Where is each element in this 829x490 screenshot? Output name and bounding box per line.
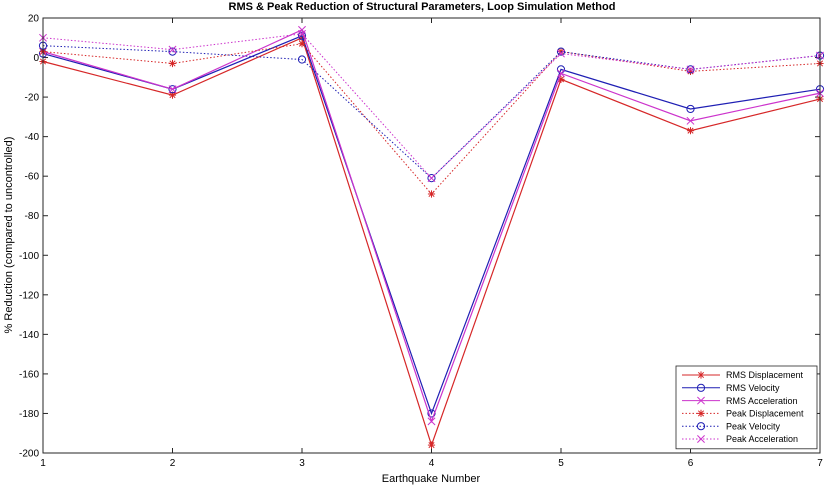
y-tick-label: 0: [33, 53, 39, 64]
y-tick-label: -20: [25, 93, 40, 104]
legend-item: RMS Acceleration: [682, 396, 798, 406]
data-point: [427, 190, 436, 198]
x-tick-label: 3: [299, 458, 305, 469]
x-axis-label: Earthquake Number: [382, 473, 481, 485]
x-tick-label: 5: [558, 458, 564, 469]
x-tick-label: 6: [688, 458, 694, 469]
data-point: [427, 417, 436, 426]
data-point: [686, 116, 695, 125]
legend-marker: [697, 396, 705, 405]
axis-ticks: 20 0 -20 -40 -60 -80 -100 -120 -140 -160 -180 -2001…: [19, 14, 823, 470]
y-tick-label: -60: [25, 172, 40, 183]
legend-label: RMS Acceleration: [726, 396, 798, 406]
data-point: [686, 104, 695, 114]
y-tick-label: -40: [25, 132, 40, 143]
y-tick-label: -200: [19, 449, 39, 460]
data-point: [556, 47, 566, 56]
data-point: [168, 59, 177, 68]
y-axis-label: % Reduction (compared to uncontrolled): [3, 137, 15, 334]
data-point: [298, 25, 306, 34]
legend-marker: [697, 409, 705, 417]
plot-frame: [42, 17, 821, 454]
legend-label: Peak Velocity: [726, 421, 781, 431]
x-tick-label: 1: [40, 458, 46, 469]
data-point: [427, 174, 436, 183]
y-tick-label: -160: [19, 369, 39, 380]
x-tick-label: 4: [429, 458, 435, 469]
y-tick-label: -140: [19, 330, 39, 341]
data-point: [297, 55, 307, 64]
data-point: [427, 409, 436, 418]
data-point: [168, 47, 177, 56]
data-point: [168, 85, 177, 94]
x-tick-label: 7: [817, 458, 823, 469]
legend-item: Peak Acceleration: [682, 434, 798, 444]
legend-label: RMS Displacement: [726, 370, 804, 380]
data-point: [168, 45, 177, 54]
y-tick-label: 20: [28, 14, 40, 25]
legend-item: Peak Displacement: [682, 409, 804, 419]
legend-box: [675, 365, 818, 450]
data-point: [686, 65, 695, 74]
y-tick-label: -120: [19, 290, 39, 301]
data-point: [686, 127, 695, 135]
legend-label: Peak Acceleration: [726, 434, 798, 444]
data-point: [168, 85, 177, 94]
legend: RMS Displacement RMS Velocity RMS Accelera…: [675, 365, 818, 450]
legend-label: RMS Velocity: [726, 383, 780, 393]
legend-marker: [696, 422, 706, 431]
data-point: [557, 69, 565, 78]
legend-item: RMS Velocity: [682, 383, 780, 393]
legend-item: RMS Displacement: [682, 370, 804, 380]
data-point: [298, 29, 306, 38]
legend-label: Peak Displacement: [726, 409, 804, 419]
y-tick-label: -80: [25, 211, 40, 222]
data-point: [297, 31, 307, 40]
legend-marker: [697, 435, 705, 443]
chart-title: RMS & Peak Reduction of Structural Param…: [229, 1, 616, 13]
legend-item: Peak Velocity: [682, 421, 781, 431]
series-layer: [38, 25, 825, 449]
legend-marker: [697, 371, 705, 379]
data-point: [298, 40, 306, 48]
data-point: [427, 174, 436, 183]
legend-marker: [696, 383, 706, 392]
x-tick-label: 2: [170, 458, 176, 469]
y-tick-label: -100: [19, 251, 39, 262]
data-point: [427, 441, 436, 449]
y-tick-label: -180: [19, 409, 39, 420]
data-point: [557, 49, 565, 58]
